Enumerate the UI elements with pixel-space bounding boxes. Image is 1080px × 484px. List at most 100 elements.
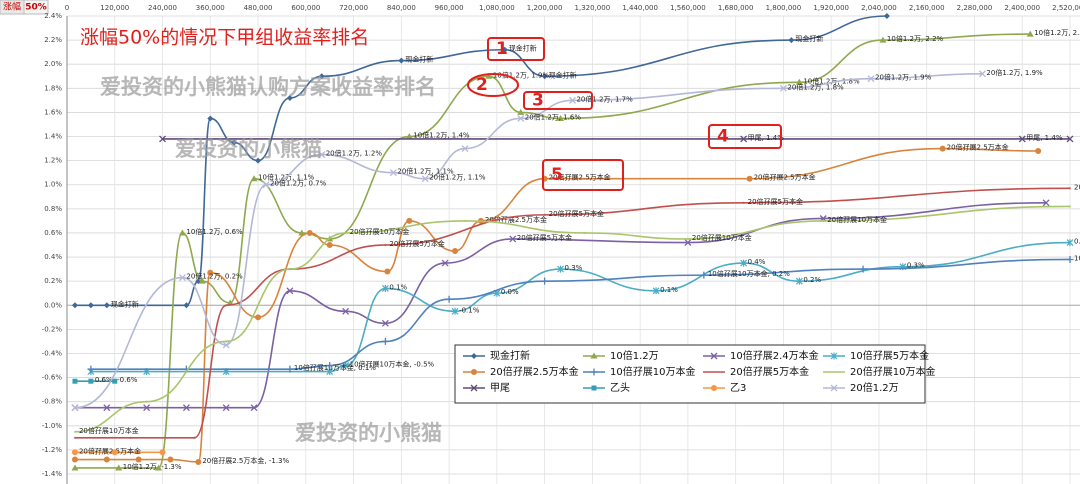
x-tick-label: 720,000	[339, 4, 368, 12]
series-line	[74, 147, 1039, 463]
y-tick-label: 0.6%	[44, 229, 62, 237]
y-tick-label: 1.4%	[44, 133, 62, 141]
point-label: 0.1%	[389, 283, 407, 291]
marker	[1068, 187, 1072, 190]
x-tick-label: 840,000	[387, 4, 416, 12]
marker	[740, 259, 748, 267]
point-label: 20倍孖展10万本金	[350, 227, 410, 236]
x-tick-label: 2,160,000	[909, 4, 945, 12]
annotation-box	[542, 159, 624, 191]
marker	[143, 404, 151, 412]
marker	[167, 456, 174, 463]
legend-marker	[830, 352, 838, 360]
annotation-number: 3	[532, 91, 544, 111]
legend-label: 现金打新	[490, 349, 530, 362]
marker	[501, 46, 508, 53]
marker	[318, 73, 325, 80]
point-label: 现金打新	[111, 299, 139, 308]
marker	[71, 464, 79, 471]
marker	[788, 37, 795, 44]
point-label: 10倍1.2万, 1.8%	[803, 76, 860, 85]
marker	[541, 73, 548, 80]
marker	[795, 277, 803, 285]
marker	[384, 243, 387, 247]
point-label: 10倍孖展10万本金, 0.2%	[708, 269, 790, 278]
legend-label: 10倍孖展10万本金	[610, 365, 695, 378]
marker	[286, 365, 294, 373]
point-label: 10倍1.2万, 2.2%	[887, 34, 944, 43]
marker	[822, 219, 825, 223]
x-tick-label: 1,800,000	[766, 4, 802, 12]
marker	[87, 302, 94, 309]
legend-marker	[471, 353, 477, 359]
x-tick-label: 2,280,000	[957, 4, 993, 12]
legend-label: 乙头	[610, 382, 630, 394]
legend-marker	[710, 352, 718, 360]
annotation-number: 2	[476, 75, 488, 95]
y-tick-label: -1.0%	[42, 422, 63, 430]
legend-label: 20倍1.2万	[850, 381, 899, 394]
marker	[178, 229, 186, 236]
legend-label: 10倍孖展2.4万本金	[730, 349, 819, 362]
point-label: 现金打新	[549, 70, 577, 79]
marker	[255, 157, 262, 164]
watermark: 爱投资的小熊猫认购方案收益率排名	[100, 75, 436, 99]
x-tick-label: 1,200,000	[527, 4, 563, 12]
point-label: 甲尾, 1.4%	[1026, 134, 1063, 142]
point-label: 20倍1.2万, 1.9%	[875, 73, 932, 82]
series: 20倍孖展2.5万本金	[71, 446, 166, 456]
point-label: 20倍1.2万, 0.7%	[270, 179, 327, 188]
annotation-number: 1	[496, 39, 508, 59]
marker	[451, 307, 459, 315]
marker	[195, 458, 202, 465]
point-label: 20倍孖展5万本金	[1074, 182, 1080, 191]
marker	[183, 302, 190, 309]
annotation-box	[708, 124, 782, 149]
point-label: 10倍1.2万, -1.3%	[123, 462, 182, 471]
legend-marker	[590, 352, 598, 359]
legend-marker	[591, 385, 597, 391]
marker	[700, 271, 708, 279]
annotation-ring	[467, 73, 519, 97]
marker	[445, 295, 453, 303]
point-label: 10倍1.2万, 2.3%	[1034, 28, 1080, 37]
marker	[1042, 199, 1050, 207]
marker	[795, 78, 803, 85]
y-tick-label: 2.0%	[44, 60, 62, 68]
marker	[306, 229, 313, 236]
y-tick-label: -0.4%	[42, 349, 63, 357]
marker	[441, 259, 449, 267]
legend-label: 10倍孖展5万本金	[850, 349, 929, 362]
legend-label: 乙3	[730, 382, 746, 394]
legend-label: 20倍孖展2.5万本金	[490, 365, 579, 378]
marker	[88, 378, 94, 384]
marker	[71, 404, 79, 412]
marker	[381, 284, 389, 292]
x-tick-label: 1,440,000	[622, 4, 658, 12]
point-label: 20倍1.2万, 1.1%	[429, 173, 486, 182]
series: 甲尾, 1.4% 甲尾, 1.4%	[159, 134, 1074, 143]
marker	[250, 404, 258, 412]
marker	[421, 175, 429, 183]
y-tick-label: -0.6%	[42, 374, 63, 382]
marker	[742, 201, 745, 205]
marker	[178, 274, 186, 282]
marker	[978, 70, 986, 78]
marker	[684, 239, 692, 247]
point-label: 0.0%	[501, 288, 519, 296]
series: 0.6%, -0.6%	[72, 376, 138, 384]
y-tick-label: 2.2%	[44, 36, 62, 44]
watermark: 爱投资的小熊猫	[295, 421, 442, 445]
point-label: 20倍孖展2.5万本金	[754, 173, 816, 182]
annotation-box	[487, 37, 545, 61]
point-label: 10倍孖展10万本金, -0.5%	[350, 360, 435, 369]
watermark: 爱投资的小熊猫	[175, 137, 322, 161]
annotation-number: 4	[717, 127, 729, 147]
x-tick-label: 600,000	[291, 4, 320, 12]
legend-label: 甲尾	[490, 382, 510, 394]
legend-marker	[711, 385, 717, 391]
header-cell	[23, 0, 49, 15]
